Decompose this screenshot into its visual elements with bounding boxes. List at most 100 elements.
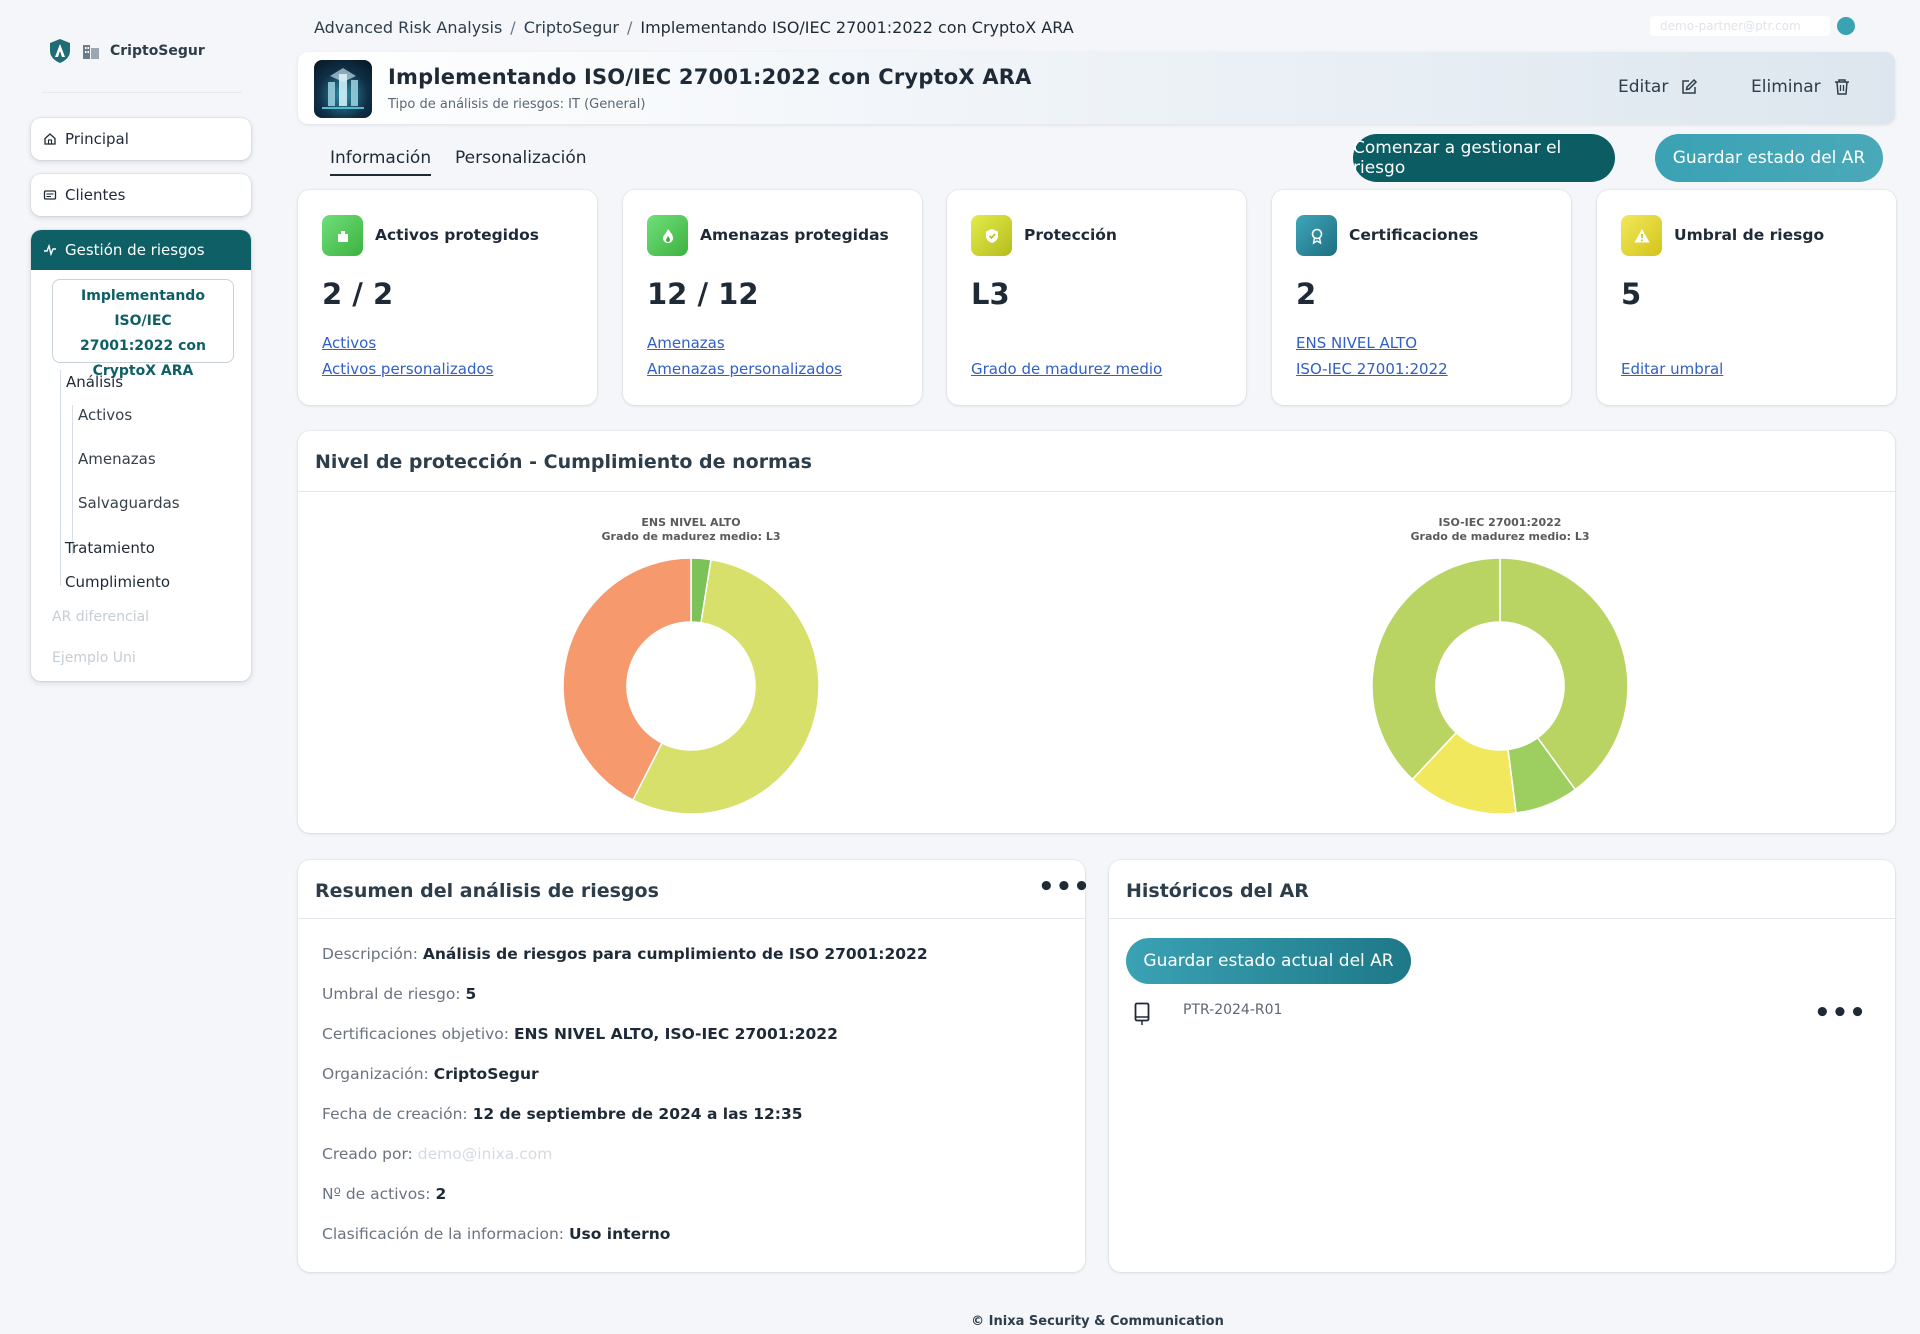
breadcrumb-item-ara[interactable]: Advanced Risk Analysis	[314, 18, 503, 37]
chart-subtitle: Grado de madurez medio: L3	[601, 530, 781, 543]
stat-value: 2	[1296, 277, 1317, 311]
flame-icon	[647, 215, 688, 256]
donut-slice-1[interactable]	[631, 558, 820, 815]
tree-item-salvaguardas[interactable]: Salvaguardas	[78, 494, 180, 512]
current-ar-line-3: CryptoX ARA	[92, 363, 194, 379]
summary-label: Certificaciones objetivo:	[322, 1025, 509, 1043]
ar-header-card: Implementando ISO/IEC 27001:2022 con Cry…	[298, 52, 1895, 124]
historicos-title: Históricos del AR	[1126, 880, 1309, 902]
nav-clientes[interactable]: Clientes	[31, 174, 251, 216]
shield-logo-icon	[50, 39, 70, 63]
tree-item-amenazas[interactable]: Amenazas	[78, 450, 156, 468]
delete-label: Eliminar	[1751, 77, 1821, 97]
summary-row-certificaciones: Certificaciones objetivo: ENS NIVEL ALTO…	[322, 1025, 838, 1043]
historico-item-code[interactable]: PTR-2024-R01	[1183, 1002, 1283, 1018]
nav-gestion-riesgos[interactable]: Gestión de riesgos	[31, 230, 251, 270]
breadcrumb-item-current: Implementando ISO/IEC 27001:2022 con Cry…	[640, 18, 1074, 37]
nav-gestion-label: Gestión de riesgos	[65, 241, 205, 259]
home-icon	[44, 133, 56, 145]
donut-svg-iso	[1371, 557, 1629, 815]
trash-icon	[1834, 79, 1849, 95]
donut-slice-0[interactable]	[1499, 557, 1629, 791]
delete-button[interactable]: Eliminar	[1751, 77, 1851, 97]
stat-card-proteccion: Protección L3 Grado de madurez medio	[947, 190, 1246, 405]
donut-chart-iso: ISO-IEC 27001:2022 Grado de madurez medi…	[1350, 516, 1650, 826]
summary-value: CriptoSegur	[433, 1065, 539, 1083]
nav-clientes-label: Clientes	[65, 186, 126, 204]
tree-line	[60, 370, 61, 586]
link-amenazas[interactable]: Amenazas	[647, 334, 725, 352]
historico-more-button[interactable]: •••	[1814, 998, 1867, 1028]
nav-principal-label: Principal	[65, 130, 129, 148]
historicos-card: Históricos del AR Guardar estado actual …	[1109, 860, 1895, 1272]
tree-item-activos[interactable]: Activos	[78, 406, 133, 424]
current-ar-item[interactable]: Implementando ISO/IEC 27001:2022 con Cry…	[52, 279, 234, 379]
chart-subtitle: Grado de madurez medio: L3	[1410, 530, 1590, 543]
summary-row-creado-por: Creado por: demo@inixa.com	[322, 1145, 552, 1163]
summary-label: Creado por:	[322, 1145, 413, 1163]
stat-card-certificaciones: Certificaciones 2 ENS NIVEL ALTO ISO-IEC…	[1272, 190, 1571, 405]
tab-personalizacion[interactable]: Personalización	[455, 148, 587, 168]
ar-thumbnail	[314, 60, 372, 118]
brand-logo[interactable]: CriptoSegur	[48, 38, 205, 64]
nav-principal[interactable]: Principal	[31, 118, 251, 160]
donut-slice-3[interactable]	[1371, 557, 1501, 781]
sidebar: CriptoSegur Principal Clientes Gestión d…	[0, 0, 268, 1334]
summary-value: 2	[435, 1185, 447, 1203]
link-activos[interactable]: Activos	[322, 334, 377, 352]
tree-item-analisis[interactable]: Análisis	[66, 373, 124, 391]
resumen-more-button[interactable]: •••	[1038, 872, 1091, 902]
breadcrumb-separator: /	[510, 18, 516, 37]
save-ar-state-button[interactable]: Guardar estado del AR	[1655, 134, 1883, 182]
save-current-ar-state-button[interactable]: Guardar estado actual del AR	[1126, 938, 1411, 984]
user-avatar-icon[interactable]	[1837, 17, 1855, 35]
chart-title: ISO-IEC 27001:2022	[1438, 516, 1562, 529]
donut-slice-2[interactable]	[562, 557, 692, 802]
link-iso-27001[interactable]: ISO-IEC 27001:2022	[1296, 360, 1448, 378]
warning-icon	[1621, 215, 1662, 256]
summary-value: ENS NIVEL ALTO, ISO-IEC 27001:2022	[513, 1025, 838, 1043]
summary-label: Descripción:	[322, 945, 418, 963]
tree-item-cumplimiento[interactable]: Cumplimiento	[65, 573, 171, 591]
summary-row-organizacion: Organización: CriptoSegur	[322, 1065, 539, 1083]
tree-item-ar-diferencial[interactable]: AR diferencial	[52, 609, 150, 625]
stat-title: Umbral de riesgo	[1674, 226, 1825, 244]
footer: © Inixa Security & Communication	[971, 1314, 1224, 1329]
tree-item-ejemplo[interactable]: Ejemplo Uni	[52, 650, 136, 666]
edit-button[interactable]: Editar	[1618, 77, 1698, 97]
stat-value: L3	[971, 277, 1010, 311]
summary-value: Análisis de riesgos para cumplimiento de…	[422, 945, 928, 963]
id-card-icon	[43, 190, 57, 200]
ar-title: Implementando ISO/IEC 27001:2022 con Cry…	[388, 65, 1032, 89]
card-divider	[1109, 918, 1895, 919]
stat-title: Certificaciones	[1349, 226, 1479, 244]
donut-chart-ens: ENS NIVEL ALTO Grado de madurez medio: L…	[541, 516, 841, 826]
tree-item-tratamiento[interactable]: Tratamiento	[65, 539, 155, 557]
stat-value: 5	[1621, 277, 1642, 311]
stat-value: 2 / 2	[322, 277, 394, 311]
ar-type: Tipo de análisis de riesgos: IT (General…	[388, 97, 646, 112]
current-ar-line-2: 27001:2022 con	[79, 338, 207, 354]
user-email[interactable]: demo-partner@ptr.com	[1650, 16, 1830, 36]
link-grado-madurez[interactable]: Grado de madurez medio	[971, 360, 1163, 378]
stat-value: 12 / 12	[647, 277, 759, 311]
award-icon	[1296, 215, 1337, 256]
summary-value: demo@inixa.com	[417, 1145, 553, 1163]
link-editar-umbral[interactable]: Editar umbral	[1621, 360, 1724, 378]
gestion-riesgos-panel: Gestión de riesgos Implementando ISO/IEC…	[31, 230, 251, 681]
card-divider	[298, 491, 1895, 492]
link-activos-personalizados[interactable]: Activos personalizados	[322, 360, 494, 378]
breadcrumb-item-client[interactable]: CriptoSegur	[523, 18, 619, 37]
summary-label: Clasificación de la informacion:	[322, 1225, 565, 1243]
link-ens-nivel-alto[interactable]: ENS NIVEL ALTO	[1296, 334, 1418, 352]
chart-title: ENS NIVEL ALTO	[641, 516, 741, 529]
resumen-title: Resumen del análisis de riesgos	[315, 880, 659, 902]
summary-label: Fecha de creación:	[322, 1105, 468, 1123]
brand-name: CriptoSegur	[110, 43, 205, 59]
current-ar-line-1: Implementando ISO/IEC	[81, 288, 205, 329]
building-icon	[322, 215, 363, 256]
link-amenazas-personalizados[interactable]: Amenazas personalizados	[647, 360, 842, 378]
tab-informacion[interactable]: Información	[330, 148, 432, 176]
stat-card-activos: Activos protegidos 2 / 2 Activos Activos…	[298, 190, 597, 405]
start-risk-management-button[interactable]: Comenzar a gestionar el riesgo	[1353, 134, 1615, 182]
